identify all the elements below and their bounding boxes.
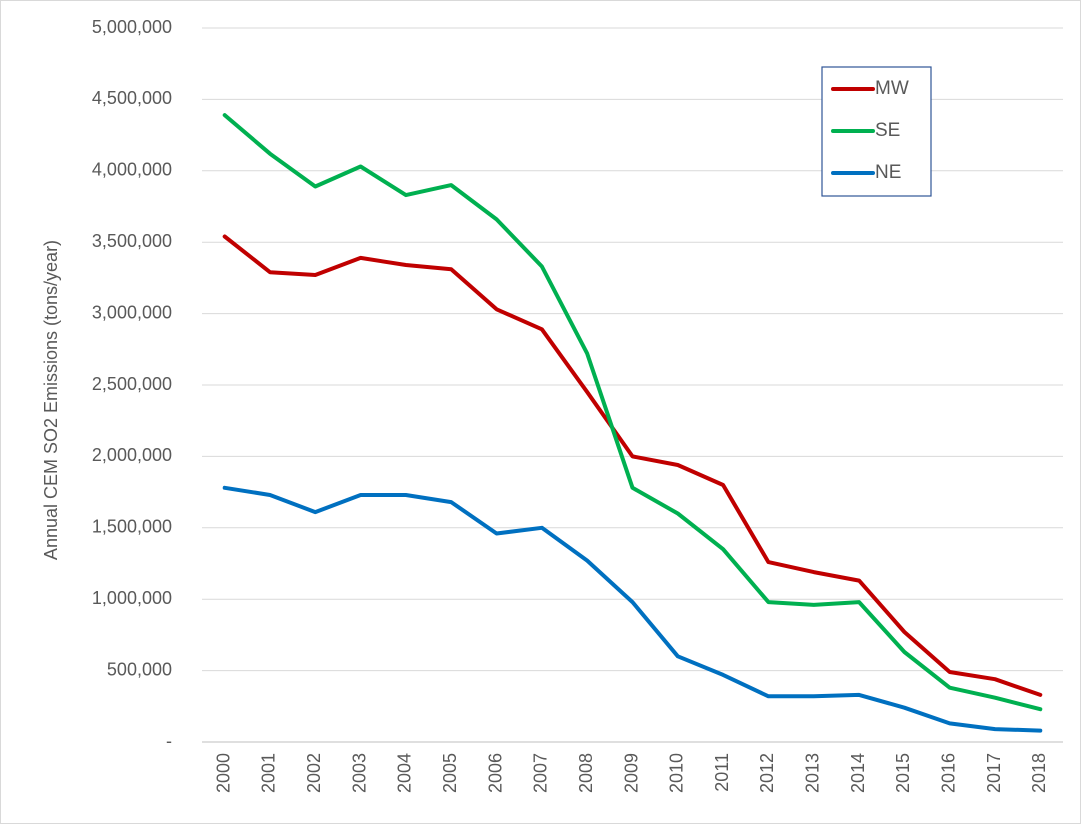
- x-tick-label: 2016: [938, 753, 958, 793]
- y-tick-label: 3,000,000: [92, 302, 172, 322]
- series-line-se: [222, 113, 1043, 712]
- x-tick-label: 2014: [848, 753, 868, 793]
- x-tick-label: 2008: [576, 753, 596, 793]
- y-tick-label: 4,000,000: [92, 160, 172, 180]
- y-tick-label: 3,500,000: [92, 231, 172, 251]
- x-tick-label: 2003: [349, 753, 369, 793]
- x-tick-label: 2007: [531, 753, 551, 793]
- series-line-mw: [222, 234, 1043, 697]
- x-tick-label: 2013: [803, 753, 823, 793]
- y-tick-label: 2,500,000: [92, 374, 172, 394]
- y-tick-label: 1,000,000: [92, 588, 172, 608]
- series-line-ne: [222, 485, 1043, 733]
- y-tick-label: 5,000,000: [92, 17, 172, 37]
- series-lines: [222, 113, 1043, 733]
- y-tick-label: -: [166, 731, 172, 751]
- legend-label-ne: NE: [875, 162, 901, 183]
- x-tick-label: 2002: [304, 753, 324, 793]
- x-tick-label: 2010: [667, 753, 687, 793]
- y-tick-label: 1,500,000: [92, 517, 172, 537]
- gridlines: [202, 27, 1063, 743]
- x-axis-ticks: 2000 2001 2002 2003 2004 2005 2006 2007 2008 2009…: [213, 753, 1049, 793]
- x-tick-label: 2005: [440, 753, 460, 793]
- legend-label-se: SE: [875, 120, 900, 141]
- y-tick-label: 500,000: [107, 659, 172, 679]
- legend: MW SE NE: [821, 66, 932, 197]
- x-tick-label: 2015: [893, 753, 913, 793]
- x-tick-label: 2018: [1029, 753, 1049, 793]
- x-tick-label: 2012: [757, 753, 777, 793]
- x-tick-label: 2009: [621, 753, 641, 793]
- y-axis-title: Annual CEM SO2 Emissions (tons/year): [41, 240, 61, 560]
- y-tick-label: 2,000,000: [92, 445, 172, 465]
- x-tick-label: 2017: [984, 753, 1004, 793]
- x-tick-label: 2006: [485, 753, 505, 793]
- x-tick-label: 2001: [259, 753, 279, 793]
- y-axis-ticks: - 500,000 1,000,000 1,500,000 2,000,000 2,500…: [92, 17, 172, 751]
- x-tick-label: 2000: [213, 753, 233, 793]
- x-tick-label: 2004: [395, 753, 415, 793]
- legend-label-mw: MW: [875, 78, 909, 99]
- x-tick-label: 2011: [712, 753, 732, 792]
- y-tick-label: 4,500,000: [92, 88, 172, 108]
